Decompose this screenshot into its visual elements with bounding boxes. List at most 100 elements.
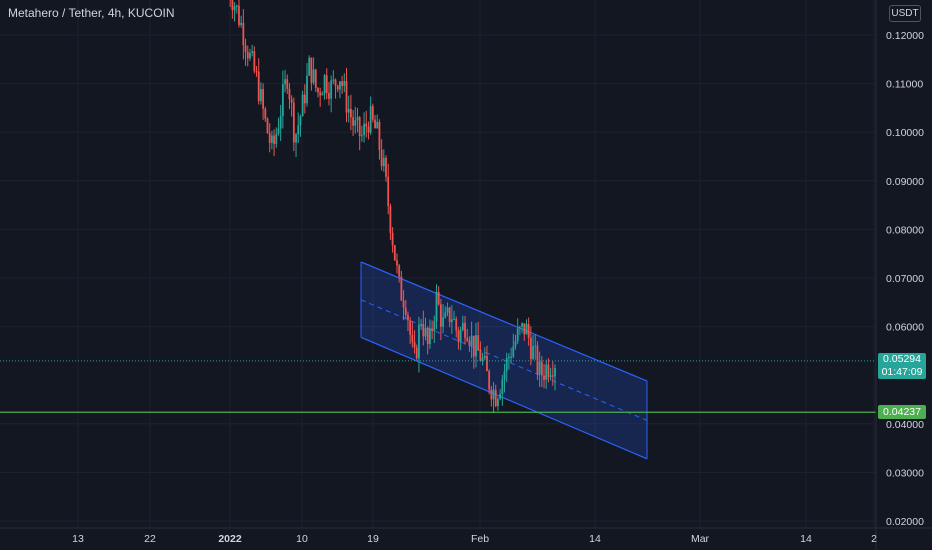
candle-body [475, 335, 477, 357]
price-tick-label: 0.08000 [886, 224, 924, 236]
candle-body [240, 22, 243, 26]
candle-body [501, 379, 504, 394]
candle-body [255, 71, 258, 73]
candle-body [290, 99, 293, 103]
candle-body [448, 307, 451, 323]
candle-body [457, 330, 460, 342]
candle-body [328, 92, 330, 99]
candle-body [525, 323, 528, 335]
price-axis[interactable]: 0.12000 0.11000 0.10000 0.09000 0.08000 0.070… [886, 30, 924, 528]
candle-body [387, 176, 390, 206]
price-tick-label: 0.07000 [886, 273, 924, 285]
candle-body [411, 334, 414, 342]
candle-body [284, 79, 286, 85]
candle-body [339, 81, 341, 90]
candle-body [450, 319, 453, 323]
candle-body [415, 347, 418, 359]
candle-body [407, 314, 409, 321]
candle-body [543, 375, 545, 380]
candle-body [310, 57, 313, 83]
candle-body [532, 346, 534, 359]
candle-body [503, 371, 506, 380]
candle-body [321, 93, 324, 96]
candle-body [486, 356, 488, 372]
price-tick-label: 0.10000 [886, 127, 924, 139]
candle-body [536, 345, 539, 375]
candle-body [512, 346, 515, 357]
candle-body [238, 5, 240, 26]
time-tick-label: 19 [367, 533, 379, 545]
candle-body [312, 69, 315, 83]
candle-body [347, 108, 350, 113]
candle-body [268, 133, 271, 143]
candle-body [297, 125, 300, 135]
candle-body [264, 108, 267, 119]
time-tick-label: 13 [72, 533, 84, 545]
candle-body [279, 116, 282, 129]
candle-body [549, 375, 552, 377]
candle-body [534, 345, 537, 347]
candle-body [396, 260, 398, 266]
grid [0, 0, 876, 528]
currency-badge[interactable]: USDT [889, 5, 921, 22]
price-tick-label: 0.09000 [886, 176, 924, 188]
candle-body [365, 123, 368, 127]
candle-body [461, 322, 464, 330]
candle-body [317, 88, 319, 93]
candle-body [371, 106, 374, 120]
candle-body [231, 0, 234, 11]
candle-body [444, 312, 447, 318]
time-axis[interactable]: 13 22 2022 10 19 Feb 14 Mar 14 2 [0, 527, 932, 545]
candle-body [288, 88, 291, 100]
candle-body [249, 52, 251, 59]
time-tick-label: 14 [589, 533, 601, 545]
time-tick-label: 10 [296, 533, 308, 545]
parallel-channel[interactable] [360, 261, 648, 460]
candle-body [424, 328, 427, 337]
channel-lower-line [360, 336, 648, 460]
candle-body [251, 51, 254, 53]
candle-body [497, 398, 499, 407]
candle-body [472, 335, 475, 357]
candle-body [426, 328, 429, 345]
support-price-tag: 0.04237 [878, 405, 926, 419]
candle-body [446, 307, 449, 313]
price-tick-label: 0.04000 [886, 419, 924, 431]
candle-body [354, 120, 357, 126]
candle-body [314, 69, 317, 89]
candle-body [429, 328, 431, 345]
candle-body [341, 81, 344, 87]
candle-body [479, 350, 482, 361]
channel-upper-line [360, 261, 648, 382]
candle-body [360, 135, 363, 137]
candle-body [242, 22, 245, 46]
candle-body [523, 323, 526, 335]
candle-body [547, 364, 550, 377]
time-tick-label: Feb [471, 533, 489, 545]
candle-body [455, 318, 458, 331]
candle-body [464, 322, 466, 338]
candle-body [409, 320, 412, 335]
candle-body [277, 128, 280, 134]
candle-body [518, 326, 521, 329]
candle-body [376, 121, 379, 129]
candle-body [295, 134, 297, 143]
candle-body [292, 102, 295, 143]
candle-body [385, 157, 387, 177]
candle-body [527, 323, 530, 338]
candle-body [281, 84, 284, 117]
price-tick-label: 0.06000 [886, 322, 924, 334]
candle-body [369, 106, 372, 133]
candle-body [363, 123, 365, 136]
candle-body [466, 337, 469, 341]
support-price-value: 0.04237 [883, 406, 921, 418]
candle-body [308, 57, 311, 76]
price-tick-label: 0.12000 [886, 30, 924, 42]
candle-body [545, 364, 548, 380]
candle-body [540, 361, 543, 376]
candle-body [398, 265, 401, 277]
candlestick-series [229, 0, 556, 414]
candle-body [332, 79, 335, 81]
candle-body [554, 367, 556, 377]
